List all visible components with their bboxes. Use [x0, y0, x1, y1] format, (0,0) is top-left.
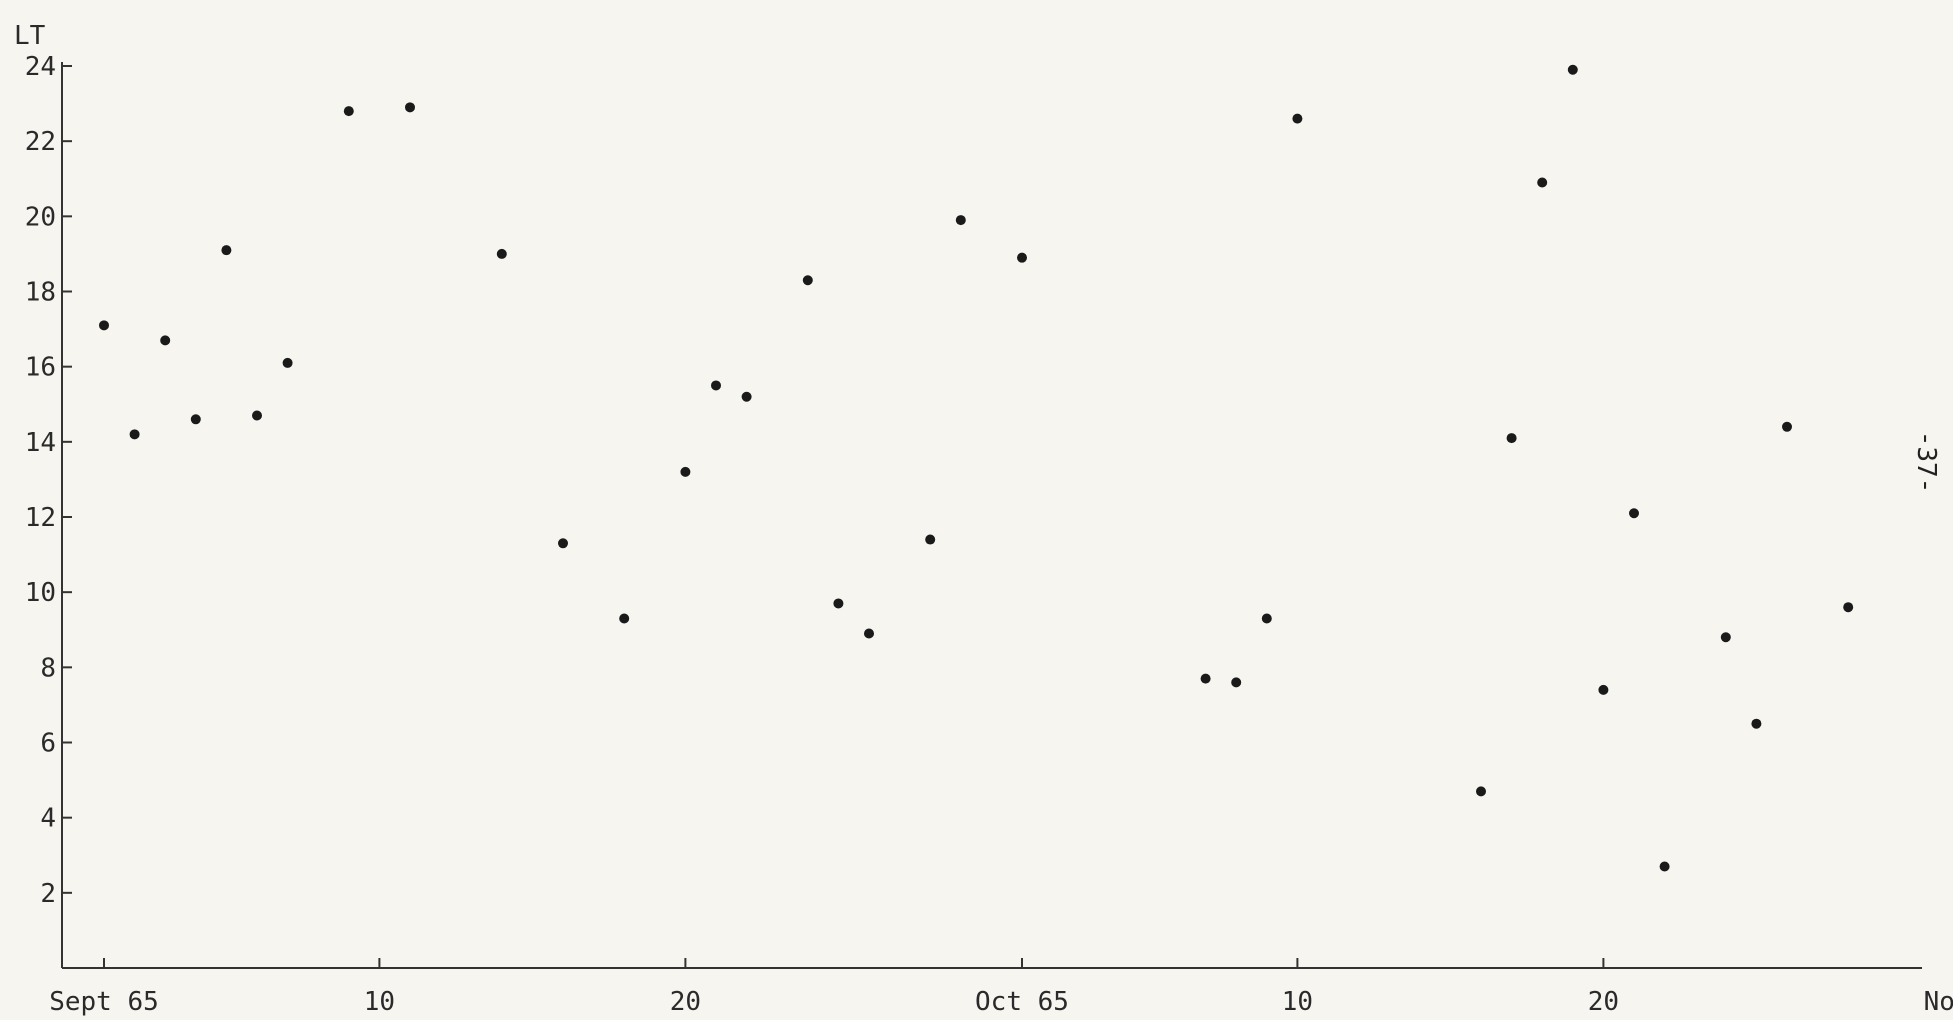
- data-point: [1720, 632, 1731, 643]
- x-tick-label: 10: [1282, 987, 1313, 1017]
- data-point: [1261, 613, 1272, 624]
- data-point: [1567, 64, 1578, 75]
- data-point: [619, 613, 630, 624]
- data-point: [1659, 861, 1670, 872]
- data-point: [955, 215, 966, 226]
- data-point: [558, 538, 568, 549]
- y-tick-label: 20: [25, 202, 56, 232]
- data-point: [1231, 677, 1242, 688]
- data-point: [1782, 421, 1792, 432]
- data-point: [99, 320, 109, 331]
- y-tick-label: 6: [40, 729, 56, 759]
- data-point: [711, 380, 721, 391]
- y-tick-label: 18: [25, 278, 56, 308]
- y-tick-label: 24: [25, 52, 56, 82]
- x-tick-label: 20: [670, 987, 701, 1017]
- data-point: [160, 335, 171, 346]
- y-tick-label: 4: [40, 804, 56, 834]
- y-axis-label: LT: [14, 21, 46, 51]
- data-points: [99, 64, 1854, 872]
- y-tick-label: 14: [25, 428, 56, 458]
- data-point: [1537, 177, 1548, 188]
- data-point: [925, 534, 936, 545]
- data-point: [1506, 433, 1517, 444]
- data-point: [1200, 673, 1211, 684]
- data-point: [252, 410, 262, 421]
- data-point: [1292, 113, 1303, 124]
- data-point: [833, 598, 844, 609]
- data-point: [190, 414, 201, 425]
- data-point: [864, 628, 874, 639]
- x-tick-label: Nov 65: [1924, 987, 1953, 1017]
- data-point: [282, 357, 293, 368]
- page-number: -37-: [1911, 431, 1941, 494]
- y-tick-label: 12: [25, 503, 56, 533]
- data-point: [1843, 602, 1854, 613]
- x-tick-label: Sept 65: [49, 987, 159, 1017]
- data-point: [1476, 786, 1486, 797]
- data-point: [741, 391, 752, 402]
- data-point: [496, 248, 507, 259]
- x-tick-label: Oct 65: [975, 987, 1069, 1017]
- data-point: [221, 245, 232, 256]
- y-tick-label: 10: [25, 578, 56, 608]
- data-point: [343, 106, 354, 117]
- data-point: [1598, 684, 1609, 695]
- x-tick-label: 10: [364, 987, 395, 1017]
- data-point: [129, 429, 140, 440]
- y-tick-label: 8: [40, 653, 56, 683]
- data-point: [1017, 252, 1027, 263]
- y-tick-label: 16: [25, 353, 56, 383]
- axes: [61, 62, 1922, 969]
- data-point: [1751, 718, 1762, 729]
- y-tick-label: 22: [25, 127, 56, 157]
- data-point: [405, 102, 415, 113]
- x-tick-label: 20: [1588, 987, 1619, 1017]
- data-point: [680, 466, 691, 477]
- data-point: [1629, 508, 1639, 519]
- data-point: [802, 275, 813, 286]
- y-tick-label: 2: [40, 879, 56, 909]
